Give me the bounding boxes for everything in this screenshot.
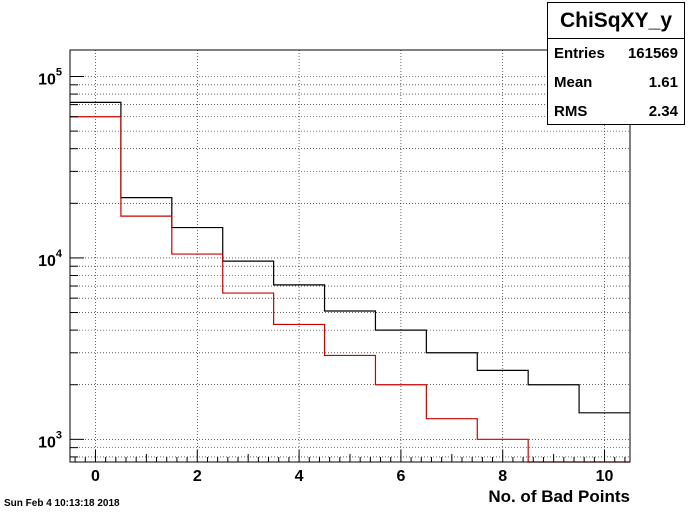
timestamp: Sun Feb 4 10:13:18 2018 bbox=[4, 498, 120, 509]
x-axis-label: No. of Bad Points bbox=[488, 487, 630, 506]
rms-value: 2.34 bbox=[648, 103, 678, 120]
stats-mean-row: Mean 1.61 bbox=[548, 68, 684, 97]
y-tick-label: 104 bbox=[38, 248, 63, 270]
x-tick-label: 0 bbox=[91, 468, 100, 485]
entries-label: Entries bbox=[554, 45, 605, 62]
stats-entries-row: Entries 161569 bbox=[548, 39, 684, 68]
y-tick-label: 105 bbox=[38, 67, 62, 89]
x-tick-label: 6 bbox=[396, 468, 405, 485]
stats-rms-row: RMS 2.34 bbox=[548, 97, 684, 126]
axis-ticks bbox=[70, 76, 626, 462]
mean-label: Mean bbox=[554, 74, 593, 91]
stats-box: ChiSqXY_y Entries 161569 Mean 1.61 RMS 2… bbox=[547, 2, 685, 125]
histogram-series-2 bbox=[70, 116, 630, 463]
grid-lines bbox=[70, 50, 630, 462]
tick-labels: 0 2 4 6 8 10 103 104 105 bbox=[38, 67, 613, 485]
x-tick-label: 4 bbox=[295, 468, 304, 485]
entries-value: 161569 bbox=[627, 45, 678, 62]
y-tick-label: 103 bbox=[38, 429, 62, 451]
x-tick-label: 2 bbox=[193, 468, 202, 485]
plot-frame bbox=[69, 49, 631, 463]
x-tick-label: 8 bbox=[498, 468, 507, 485]
series-layer bbox=[70, 101, 630, 463]
histogram-series-1 bbox=[70, 101, 630, 414]
stats-title: ChiSqXY_y bbox=[548, 3, 684, 39]
rms-label: RMS bbox=[554, 103, 588, 120]
x-tick-label: 10 bbox=[596, 468, 614, 485]
mean-value: 1.61 bbox=[648, 74, 678, 91]
